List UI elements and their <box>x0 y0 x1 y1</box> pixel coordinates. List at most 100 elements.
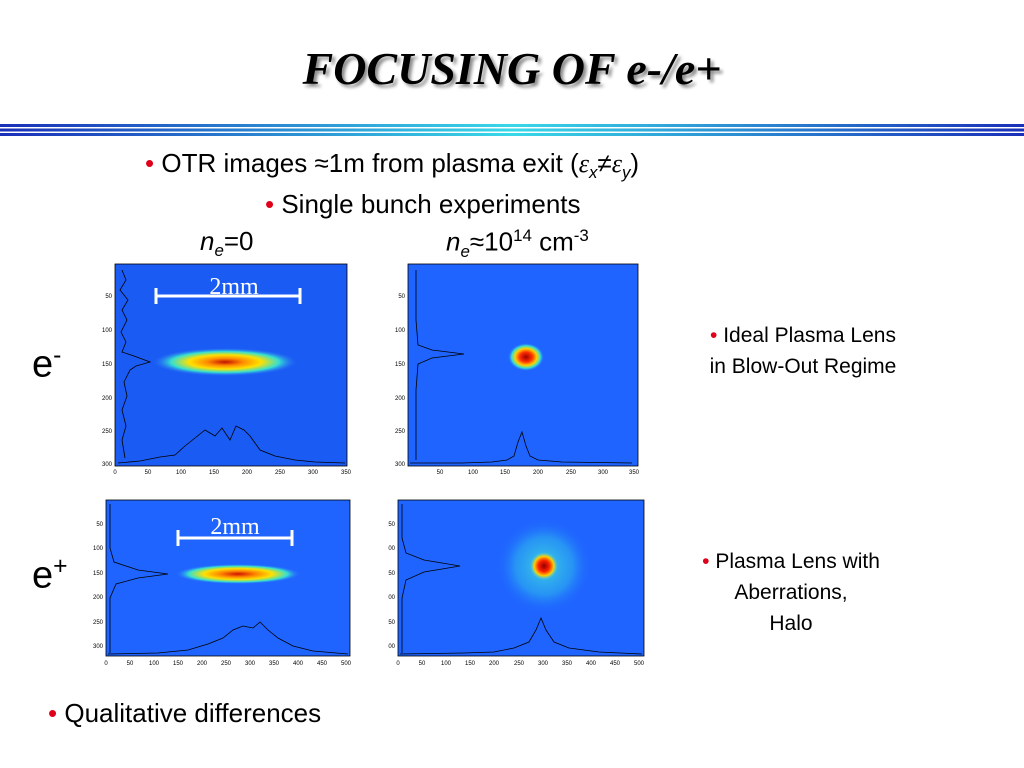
y-tick: 00 <box>388 595 395 601</box>
x-tick: 0 <box>113 470 117 476</box>
plot-frame <box>114 263 348 467</box>
scale-bar-label: 2mm <box>209 274 259 300</box>
x-tick: 50 <box>419 661 426 667</box>
otr-image-electron-ne-1e14: 50 100 150 200 250 300 50 100 150 200 25… <box>395 263 640 476</box>
x-tick: 250 <box>275 470 286 476</box>
beam-spot <box>530 552 558 580</box>
slide-title: FOCUSING OF e-/e+ <box>302 43 722 94</box>
note-text: Ideal Plasma Lens <box>723 324 896 347</box>
x-tick: 500 <box>341 661 352 667</box>
x-tick: 250 <box>514 661 525 667</box>
x-tick: 0 <box>104 661 108 667</box>
x-tick: 300 <box>538 661 549 667</box>
y-tick: 250 <box>102 429 113 435</box>
otr-image-positron-ne-0: 50 100 150 200 250 300 0 50 100 150 200 … <box>93 499 352 667</box>
y-tick: 50 <box>388 522 395 528</box>
vertical-profile <box>109 504 169 653</box>
y-tick: 150 <box>395 362 406 368</box>
y-tick-labels: 50 100 150 200 250 300 <box>395 294 406 468</box>
x-tick: 450 <box>317 661 328 667</box>
x-tick: 450 <box>610 661 621 667</box>
bullet-marker: • <box>702 550 710 573</box>
vertical-profile <box>401 504 461 653</box>
bullet-text: Qualitative differences <box>64 698 322 728</box>
x-tick: 200 <box>197 661 208 667</box>
y-tick: 300 <box>395 462 406 468</box>
bullet-marker: • <box>48 698 58 728</box>
particle-symbol: e <box>32 343 54 386</box>
y-tick: 100 <box>93 546 104 552</box>
x-tick-labels: 50 100 150 200 250 300 350 <box>437 470 640 476</box>
epsilon-symbol: ε <box>611 149 622 178</box>
column-label-ne-1e14: ne≈1014 cm-3 <box>446 226 589 262</box>
x-tick: 50 <box>437 470 444 476</box>
density-exponent: 14 <box>513 226 532 245</box>
y-tick: 00 <box>388 644 395 650</box>
density-unit-exponent: -3 <box>573 226 589 245</box>
x-tick: 0 <box>396 661 400 667</box>
y-tick: 100 <box>395 328 406 334</box>
density-unit: cm <box>531 226 574 257</box>
x-tick: 500 <box>634 661 645 667</box>
charge-sign: + <box>53 553 68 580</box>
note-line: • Ideal Plasma Lens <box>668 320 938 351</box>
horizontal-profile <box>410 430 633 464</box>
y-tick-labels: 50 00 50 00 50 00 <box>388 522 395 650</box>
plot-frame <box>397 499 645 657</box>
bullet-text: OTR images ≈1m from plasma exit ( <box>161 148 579 178</box>
y-tick-labels: 50 100 150 200 250 300 <box>93 522 104 650</box>
x-tick: 350 <box>629 470 640 476</box>
y-tick: 200 <box>93 595 104 601</box>
y-tick: 50 <box>105 294 112 300</box>
x-tick: 200 <box>533 470 544 476</box>
x-tick: 50 <box>145 470 152 476</box>
title-rule <box>0 124 1024 136</box>
x-tick-labels: 0 50 100 150 200 250 300 350 <box>113 470 351 476</box>
x-tick: 250 <box>221 661 232 667</box>
subscript-y: y <box>621 163 631 183</box>
density-symbol: n <box>200 226 215 256</box>
horizontal-profile <box>107 621 349 655</box>
y-tick: 50 <box>388 571 395 577</box>
horizontal-profile <box>399 616 643 655</box>
x-tick: 300 <box>308 470 319 476</box>
x-tick: 100 <box>441 661 452 667</box>
column-label-ne-zero: ne=0 <box>200 226 254 261</box>
x-tick: 400 <box>293 661 304 667</box>
y-tick: 150 <box>93 571 104 577</box>
x-tick: 100 <box>176 470 187 476</box>
scale-bar: 2mm <box>154 274 302 304</box>
x-tick-labels: 0 50 100 150 200 250 300 350 400 450 500 <box>104 661 351 667</box>
note-ideal-plasma-lens: • Ideal Plasma Lens in Blow-Out Regime <box>668 320 938 382</box>
x-tick: 300 <box>245 661 256 667</box>
bullet-qualitative-differences: • Qualitative differences <box>48 698 321 729</box>
note-text: Plasma Lens with <box>715 550 880 573</box>
row-label-electron: e- <box>32 342 61 387</box>
bullet-text: Single bunch experiments <box>281 189 581 219</box>
note-text: Aberrations, <box>734 581 848 604</box>
y-tick: 200 <box>395 396 406 402</box>
subscript-x: x <box>588 163 598 183</box>
y-tick: 00 <box>388 546 395 552</box>
x-tick: 300 <box>598 470 609 476</box>
scale-bar: 2mm <box>176 514 294 546</box>
beam-spot <box>508 343 544 371</box>
y-tick: 50 <box>96 522 103 528</box>
y-tick: 50 <box>398 294 405 300</box>
density-value: ≈10 <box>469 226 514 257</box>
bullet-text: ) <box>630 148 640 178</box>
plot-frame <box>105 499 351 657</box>
x-tick: 200 <box>489 661 500 667</box>
bullet-single-bunch: • Single bunch experiments <box>265 189 581 220</box>
x-tick: 150 <box>209 470 220 476</box>
beam-spot <box>176 564 300 584</box>
density-subscript: e <box>460 241 470 261</box>
density-symbol: n <box>446 226 461 257</box>
bullet-otr-images: • OTR images ≈1m from plasma exit (εx≠εy… <box>145 148 639 183</box>
not-equal-symbol: ≠ <box>597 148 612 178</box>
y-tick: 50 <box>388 620 395 626</box>
y-tick-labels: 50 100 150 200 250 300 <box>102 294 113 468</box>
epsilon-symbol: ε <box>578 149 589 178</box>
x-tick: 350 <box>269 661 280 667</box>
y-tick: 100 <box>102 328 113 334</box>
